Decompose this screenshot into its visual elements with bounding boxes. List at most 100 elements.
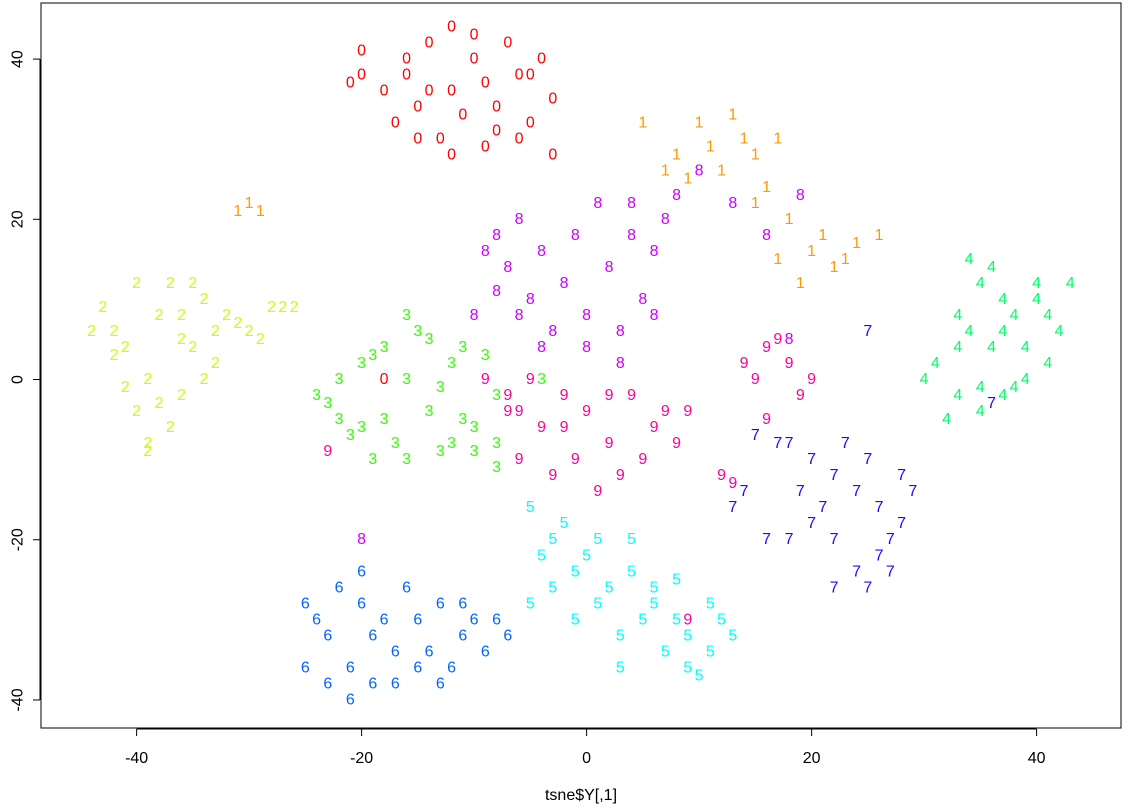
data-point: 0 [537,51,546,68]
data-point: 2 [110,323,119,340]
data-point: 0 [481,139,490,156]
data-point: 6 [436,595,445,612]
data-point: 5 [672,571,681,588]
data-point: 6 [481,643,490,660]
data-point: 3 [380,411,389,428]
data-point: 9 [515,403,524,420]
data-point: 7 [740,483,749,500]
data-point: 1 [773,251,782,268]
data-point: 2 [143,443,152,460]
data-point: 2 [222,307,231,324]
data-point: 0 [492,99,501,116]
data-point: 1 [785,211,794,228]
data-point: 7 [830,531,839,548]
data-point: 9 [773,331,782,348]
data-point: 0 [402,67,411,84]
data-point: 4 [965,251,974,268]
data-point: 5 [548,579,557,596]
data-point: 9 [672,435,681,452]
data-point: 9 [571,451,580,468]
data-point: 0 [380,83,389,100]
data-point: 1 [728,107,737,124]
data-point: 1 [695,115,704,132]
data-point: 3 [357,355,366,372]
data-point: 5 [548,531,557,548]
data-point: 5 [582,547,591,564]
data-point: 0 [458,107,467,124]
data-point: 7 [807,515,816,532]
data-point: 9 [605,435,614,452]
data-point: 0 [481,75,490,92]
data-point: 3 [436,379,445,396]
data-point: 8 [526,291,535,308]
data-point: 2 [121,379,130,396]
data-point: 9 [740,355,749,372]
data-point: 3 [481,347,490,364]
data-point: 2 [132,403,141,420]
data-point: 7 [897,515,906,532]
data-point: 1 [841,251,850,268]
data-point: 6 [357,595,366,612]
data-point: 7 [875,499,884,516]
data-point: 2 [132,275,141,292]
data-point: 4 [1010,307,1019,324]
data-point: 0 [413,131,422,148]
data-point: 9 [503,387,512,404]
data-point: 2 [200,371,209,388]
data-point: 1 [875,227,884,244]
data-point: 0 [402,51,411,68]
data-point: 6 [368,627,377,644]
data-point: 2 [188,275,197,292]
data-point: 0 [470,51,479,68]
data-point: 1 [717,163,726,180]
data-point: 8 [616,323,625,340]
data-point: 5 [638,611,647,628]
data-point: 1 [233,203,242,220]
data-point: 8 [492,283,501,300]
data-point: 7 [886,563,895,580]
data-point: 8 [582,339,591,356]
data-point: 8 [728,195,737,212]
data-point: 2 [200,291,209,308]
data-point: 9 [627,387,636,404]
data-point: 3 [402,451,411,468]
data-point: 5 [683,659,692,676]
data-point: 7 [807,451,816,468]
data-point: 9 [515,451,524,468]
data-point: 1 [661,163,670,180]
data-point: 2 [121,339,130,356]
y-axis: -40 -20 0 20 40 [10,50,41,712]
data-point: 8 [560,275,569,292]
data-point: 5 [593,531,602,548]
data-point: 6 [436,675,445,692]
data-point: 2 [87,323,96,340]
data-point: 1 [256,203,265,220]
data-point: 5 [627,531,636,548]
data-point: 2 [110,347,119,364]
data-point: 8 [650,307,659,324]
data-point: 0 [447,147,456,164]
data-point: 7 [751,427,760,444]
data-point: 8 [695,163,704,180]
data-point: 3 [391,435,400,452]
data-point: 2 [188,339,197,356]
data-point: 8 [470,307,479,324]
data-point: 0 [447,83,456,100]
data-point: 0 [526,115,535,132]
data-point: 8 [638,291,647,308]
data-point: 8 [785,331,794,348]
data-point: 7 [908,483,917,500]
data-point: 5 [661,643,670,660]
data-point: 5 [695,667,704,684]
data-point: 0 [413,99,422,116]
y-tick-label: 20 [10,210,27,228]
data-point: 5 [571,563,580,580]
data-point: 7 [863,323,872,340]
data-point: 2 [290,299,299,316]
data-point: 0 [515,67,524,84]
